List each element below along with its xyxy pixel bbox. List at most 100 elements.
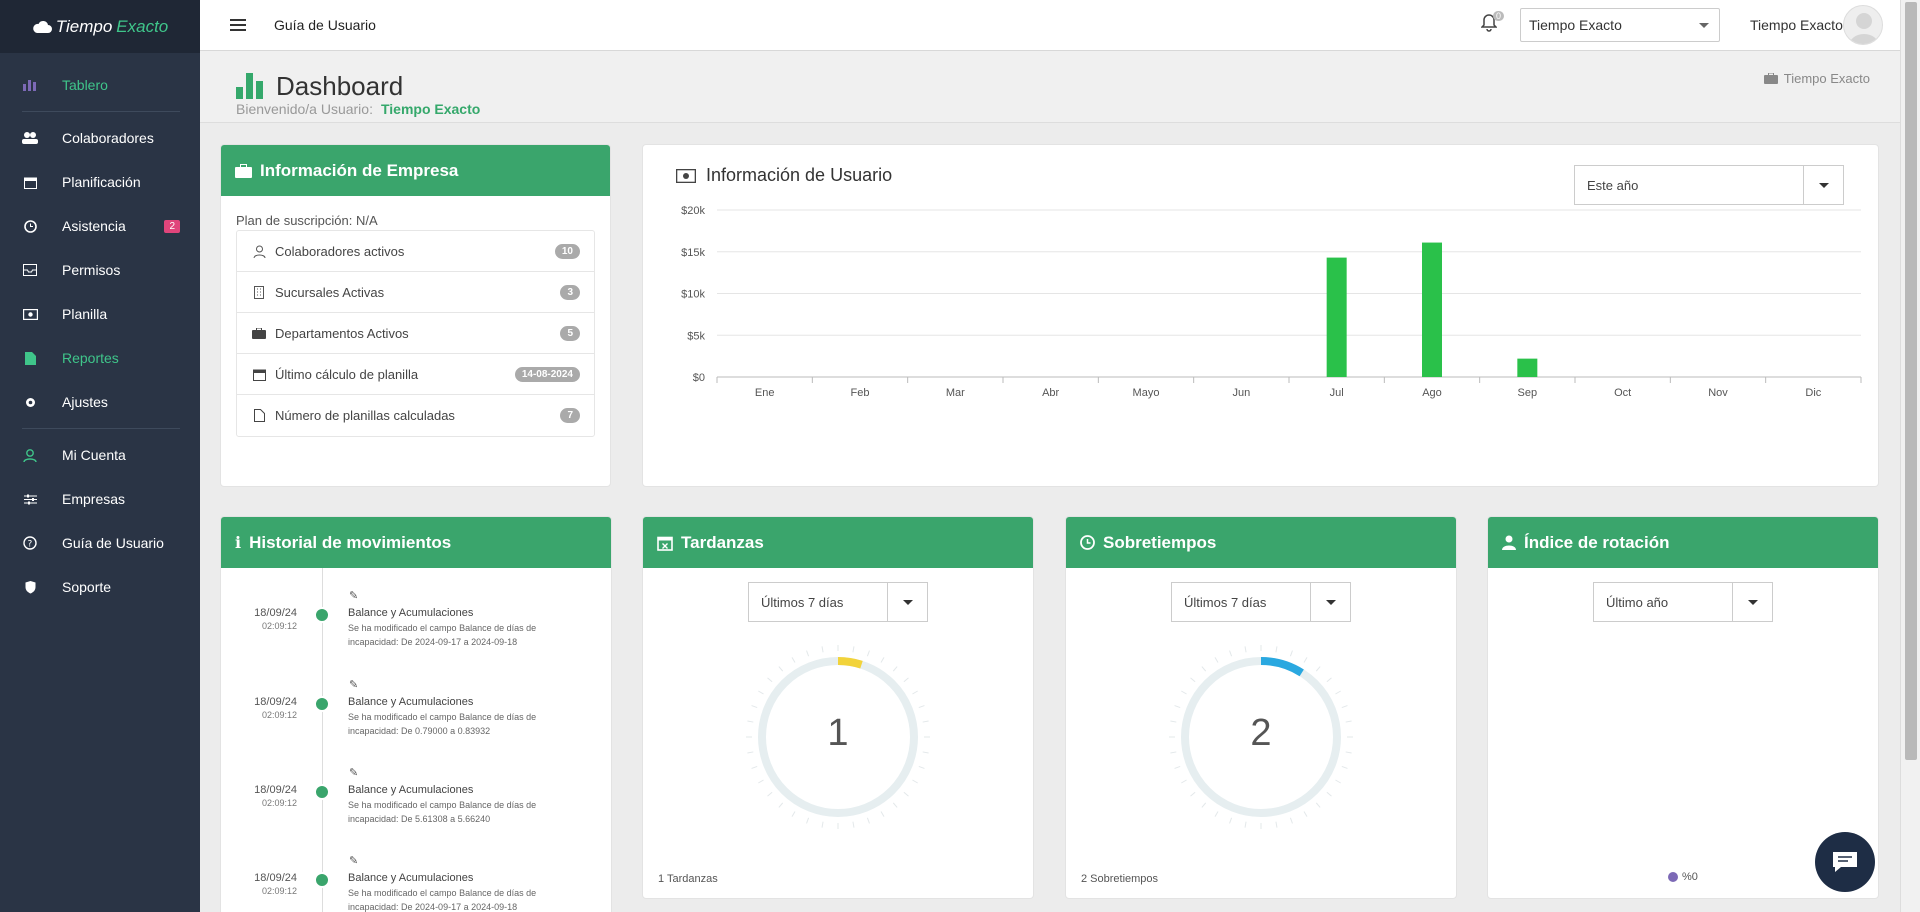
x-tick-label: Dic [1805, 387, 1821, 399]
sidebar-item-tablero[interactable]: Tablero [0, 63, 200, 107]
timeline-line [322, 568, 323, 912]
sidebar-item-permisos[interactable]: Permisos [0, 248, 200, 292]
chevron-down-icon[interactable] [887, 583, 927, 621]
gauge-tick [1229, 817, 1233, 824]
sidebar-item-label: Planilla [62, 306, 108, 322]
chevron-down-icon[interactable] [1732, 583, 1772, 621]
sliders-icon [22, 491, 38, 507]
gauge-tick [767, 677, 773, 683]
page-scrollbar[interactable] [1900, 0, 1920, 912]
calendar-icon [251, 368, 267, 381]
notifications-button[interactable]: 0 [1480, 11, 1505, 36]
y-tick-label: $10k [681, 289, 705, 301]
x-tick-label: Mayo [1133, 387, 1160, 399]
question-icon: ? [22, 535, 38, 551]
user-name[interactable]: Tiempo Exacto [1750, 17, 1843, 33]
item-title: Balance y Acumulaciones [348, 872, 474, 884]
item-title: Balance y Acumulaciones [348, 696, 474, 708]
menu-toggle-icon[interactable] [230, 19, 246, 31]
chart-bar [1422, 242, 1442, 377]
timeline-dot [314, 696, 330, 712]
guide-link[interactable]: Guía de Usuario [274, 17, 376, 33]
sidebar-item-reportes[interactable]: Reportes [0, 336, 200, 380]
pencil-icon: ✎ [349, 767, 359, 779]
sidebar-item-empresas[interactable]: Empresas [0, 477, 200, 521]
timeline-item: 18/09/24 02:09:12 ✎ Balance y Acumulacio… [221, 855, 611, 912]
stat-value: 5 [560, 325, 580, 341]
sidebar-item-ajustes[interactable]: Ajustes [0, 380, 200, 424]
gauge-tick [892, 666, 898, 672]
history-title: Historial de movimientos [249, 532, 452, 552]
gauge-tick [903, 677, 909, 683]
brand-logo[interactable]: Tiempo Exacto [0, 0, 200, 53]
brand-name-part2: Exacto [116, 16, 169, 36]
sidebar-item-mi-cuenta[interactable]: Mi Cuenta [0, 433, 200, 477]
company-info-card: Información de Empresa Plan de suscripci… [220, 144, 611, 487]
gauge-tick [1214, 811, 1219, 817]
chat-button[interactable] [1815, 832, 1875, 892]
gauge-tick [778, 666, 784, 672]
gauge-tick [1289, 817, 1293, 824]
item-date: 18/09/24 [254, 696, 297, 708]
item-time: 02:09:12 [261, 798, 297, 808]
rotacion-title: Índice de rotación [1524, 532, 1670, 552]
x-tick-label: Nov [1708, 387, 1728, 399]
sobretiempos-card: Sobretiempos Últimos 7 días 2 2 Sobretie… [1065, 516, 1457, 899]
chat-icon [1833, 852, 1857, 872]
pencil-icon: ✎ [349, 679, 359, 691]
briefcase-icon [251, 327, 267, 339]
info-icon: i [235, 533, 242, 552]
gauge-tick [1190, 791, 1196, 797]
briefcase-icon [1763, 73, 1778, 84]
item-date: 18/09/24 [254, 607, 297, 619]
gauge-tick [758, 690, 764, 695]
gauge-tick [1170, 720, 1177, 723]
gauge-tick [866, 650, 870, 657]
sobretiempos-value: 2 [1250, 712, 1272, 754]
sidebar-item-asistencia[interactable]: Asistencia 2 [0, 204, 200, 248]
sidebar-item-soporte[interactable]: Soporte [0, 565, 200, 609]
x-tick-label: Jul [1330, 387, 1344, 399]
sidebar-item-label: Empresas [62, 491, 126, 507]
gauge-tick [1303, 657, 1308, 663]
sobretiempos-range-select[interactable]: Últimos 7 días [1171, 582, 1351, 622]
sidebar-divider [22, 111, 180, 112]
gauge-tick [1181, 779, 1187, 784]
chevron-down-icon[interactable] [1803, 166, 1843, 204]
scrollbar-thumb[interactable] [1905, 2, 1917, 760]
x-tick-label: Mar [946, 387, 965, 399]
notifications-count: 0 [1493, 11, 1505, 21]
y-tick-label: $5k [687, 330, 705, 342]
gauge-tick [866, 817, 870, 824]
sidebar-item-planilla[interactable]: Planilla [0, 292, 200, 336]
gauge-tick [1315, 666, 1321, 672]
tardanzas-range-select[interactable]: Últimos 7 días [748, 582, 928, 622]
chevron-down-icon[interactable] [1310, 583, 1350, 621]
gauge-tick [880, 811, 885, 817]
bell-icon [1480, 14, 1498, 32]
year-range-select[interactable]: Este año [1574, 165, 1844, 205]
list-item: Último cálculo de planilla 14-08-2024 [237, 354, 594, 395]
company-info-title: Información de Empresa [260, 160, 459, 180]
rotacion-range-select[interactable]: Último año [1593, 582, 1773, 622]
sidebar-item-guia[interactable]: ? Guía de Usuario [0, 521, 200, 565]
clock-icon [1080, 535, 1095, 550]
gauge-tick [1244, 646, 1247, 653]
breadcrumb[interactable]: Tiempo Exacto [1763, 71, 1870, 86]
bar-chart-icon [22, 77, 38, 93]
tardanzas-range-value: Últimos 7 días [761, 594, 844, 610]
sidebar-item-colaboradores[interactable]: Colaboradores [0, 116, 200, 160]
gauge-tick [1229, 650, 1233, 657]
avatar[interactable] [1843, 5, 1883, 45]
gauge-tick [1326, 791, 1332, 797]
gauge-tick [806, 650, 810, 657]
user-icon [1502, 535, 1516, 550]
tardanzas-value: 1 [827, 712, 849, 754]
rotacion-range-value: Último año [1606, 594, 1669, 610]
company-select[interactable]: Tiempo Exacto [1520, 8, 1720, 42]
rotacion-card: Índice de rotación Último año %0 [1487, 516, 1879, 899]
item-time: 02:09:12 [261, 621, 297, 631]
stat-value: 14-08-2024 [514, 366, 580, 382]
sidebar-item-planificacion[interactable]: Planificación [0, 160, 200, 204]
stat-label: Sucursales Activas [275, 284, 385, 300]
